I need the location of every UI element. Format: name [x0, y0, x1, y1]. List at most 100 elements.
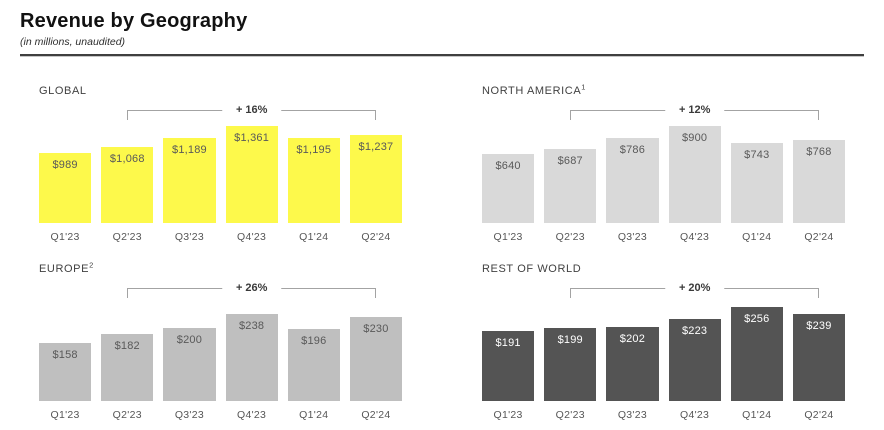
bar-value-label: $256: [744, 313, 770, 325]
bar-q3-23: $1,189: [163, 138, 216, 223]
x-axis-label: Q2'24: [804, 409, 834, 421]
x-axis-label: Q2'24: [361, 231, 391, 243]
bar-value-label: $199: [557, 334, 583, 346]
bar-q2-23: $687: [544, 149, 597, 223]
bar-value-label: $158: [52, 349, 78, 361]
bar-group: $191 $199 $202 $223 $256 $239: [482, 304, 846, 401]
chart-title-text: REST OF WORLD: [482, 263, 582, 275]
bar-group: $158 $182 $200 $238 $196 $230: [39, 304, 403, 401]
bar-q2-24: $239: [792, 314, 846, 401]
bar-q1-23: $989: [39, 153, 92, 223]
x-axis-label: Q4'23: [237, 409, 267, 421]
chart-title-text: EUROPE: [39, 263, 90, 275]
x-axis-labels: Q1'23 Q2'23 Q3'23 Q4'23 Q1'24 Q2'24: [39, 231, 402, 243]
x-axis-label: Q1'24: [742, 409, 772, 421]
x-axis-label: Q1'24: [299, 409, 329, 421]
growth-percentage-label: + 20%: [664, 282, 725, 294]
growth-bracket-area: + 20%: [482, 280, 845, 304]
growth-bracket-area: + 12%: [482, 102, 845, 126]
bar-q2-24: $768: [792, 140, 846, 223]
bar-q1-24: $196: [287, 329, 340, 401]
bar-q4-23: $223: [668, 319, 721, 401]
bar-q4-23: $238: [225, 314, 278, 401]
x-axis-label: Q1'23: [50, 231, 80, 243]
growth-percentage-label: + 26%: [221, 282, 282, 294]
bar-value-label: $196: [301, 335, 327, 347]
x-axis-label: Q2'23: [112, 409, 142, 421]
bar-value-label: $1,189: [172, 144, 207, 156]
bar-q1-24: $743: [730, 143, 783, 223]
chart-title-text: GLOBAL: [39, 85, 87, 97]
bar-value-label: $230: [363, 323, 389, 335]
bar-group: $640 $687 $786 $900 $743 $768: [482, 126, 846, 223]
header-divider: [20, 54, 864, 56]
x-axis-label: Q2'24: [804, 231, 834, 243]
x-axis-labels: Q1'23 Q2'23 Q3'23 Q4'23 Q1'24 Q2'24: [39, 409, 402, 421]
bar-q1-24: $1,195: [287, 138, 340, 223]
bar-q2-23: $182: [101, 334, 154, 401]
footnote-superscript: 1: [581, 82, 587, 92]
bar-value-label: $900: [681, 132, 708, 144]
bar-q3-23: $202: [606, 327, 659, 401]
bar-q1-24: $256: [730, 307, 783, 401]
growth-bracket-area: + 16%: [39, 102, 402, 126]
growth-bracket: + 16%: [127, 104, 377, 120]
x-axis-label: Q2'23: [555, 231, 585, 243]
x-axis-label: Q1'23: [493, 409, 523, 421]
x-axis-labels: Q1'23 Q2'23 Q3'23 Q4'23 Q1'24 Q2'24: [482, 231, 845, 243]
bar-value-label: $786: [619, 144, 646, 156]
bar-q2-24: $1,237: [349, 135, 403, 223]
growth-bracket: + 20%: [570, 282, 820, 298]
x-axis-label: Q3'23: [174, 231, 205, 243]
bar-value-label: $191: [495, 337, 521, 349]
x-axis-label: Q4'23: [237, 231, 267, 243]
page-title: Revenue by Geography: [20, 10, 248, 32]
x-axis-label: Q1'23: [50, 409, 80, 421]
x-axis-label: Q3'23: [617, 231, 648, 243]
growth-bracket: + 26%: [127, 282, 377, 298]
chart-europe: EUROPE2 + 26% $158 $182 $200 $238 $196 $230 Q…: [39, 260, 403, 421]
x-axis-label: Q2'23: [112, 231, 142, 243]
bar-value-label: $640: [495, 160, 521, 172]
bar-q1-23: $158: [39, 343, 92, 401]
chart-title-europe: EUROPE2: [39, 260, 402, 276]
chart-north-america: NORTH AMERICA1 + 12% $640 $687 $786 $900 $74…: [482, 82, 846, 243]
bar-value-label: $1,068: [109, 153, 145, 165]
x-axis-label: Q1'24: [299, 231, 329, 243]
bar-value-label: $182: [114, 340, 140, 352]
chart-title-global: GLOBAL: [39, 84, 402, 98]
growth-bracket: + 12%: [570, 104, 820, 120]
chart-global: GLOBAL + 16% $989 $1,068 $1,189 $1,361 $1,19…: [39, 84, 403, 243]
x-axis-label: Q4'23: [680, 409, 710, 421]
bar-value-label: $1,361: [234, 132, 270, 144]
growth-bracket-area: + 26%: [39, 280, 402, 304]
x-axis-label: Q1'24: [742, 231, 772, 243]
x-axis-label: Q2'23: [555, 409, 585, 421]
chart-title-rest-of-world: REST OF WORLD: [482, 262, 845, 276]
bar-value-label: $238: [238, 320, 265, 332]
x-axis-label: Q3'23: [617, 409, 648, 421]
chart-title-text: NORTH AMERICA: [482, 85, 582, 97]
bar-value-label: $200: [176, 334, 203, 346]
page-header: Revenue by Geography (in millions, unaud…: [0, 0, 884, 48]
bar-q1-23: $640: [482, 154, 535, 223]
bar-q3-23: $786: [606, 138, 659, 223]
bar-value-label: $223: [681, 325, 708, 337]
page-subtitle: (in millions, unaudited): [20, 36, 126, 48]
growth-percentage-label: + 16%: [221, 104, 282, 116]
growth-percentage-label: + 12%: [664, 104, 725, 116]
x-axis-label: Q1'23: [493, 231, 523, 243]
x-axis-label: Q3'23: [174, 409, 205, 421]
bar-value-label: $202: [619, 333, 646, 345]
bar-q2-23: $199: [544, 328, 597, 401]
bar-q4-23: $900: [668, 126, 721, 223]
footnote-superscript: 2: [89, 260, 94, 270]
bar-value-label: $743: [744, 149, 770, 161]
bar-value-label: $1,237: [358, 141, 394, 153]
bar-value-label: $989: [52, 159, 78, 171]
chart-rest-of-world: REST OF WORLD + 20% $191 $199 $202 $223 $256…: [482, 262, 846, 421]
bar-q1-23: $191: [482, 331, 535, 401]
bar-value-label: $768: [806, 146, 832, 158]
chart-title-north-america: NORTH AMERICA1: [482, 82, 845, 98]
x-axis-label: Q2'24: [361, 409, 391, 421]
